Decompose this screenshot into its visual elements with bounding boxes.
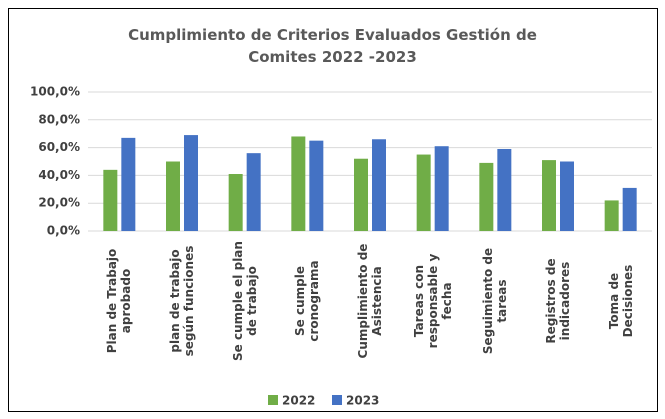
bar bbox=[291, 136, 306, 231]
y-tick-label: 100,0% bbox=[30, 85, 80, 99]
legend-label: 2022 bbox=[282, 394, 315, 408]
x-tick-label: Se cumple el plan de trabajo bbox=[230, 241, 259, 361]
legend-swatch bbox=[268, 395, 278, 405]
bar bbox=[228, 174, 243, 231]
bar bbox=[434, 146, 449, 231]
bar bbox=[354, 158, 368, 231]
x-tick-label: Se cumple cronograma bbox=[293, 260, 322, 342]
legend-label: 2023 bbox=[346, 394, 379, 408]
y-tick-label: 60,0% bbox=[38, 140, 80, 154]
bar bbox=[309, 140, 324, 231]
y-tick-label: 0,0% bbox=[47, 224, 80, 238]
y-tick-label: 80,0% bbox=[38, 112, 80, 126]
bar bbox=[246, 153, 261, 231]
y-tick-label: 40,0% bbox=[38, 168, 80, 182]
bar bbox=[184, 135, 198, 231]
bar bbox=[622, 187, 637, 231]
bar bbox=[103, 169, 118, 231]
x-tick-label: Cumplimiento de Asistencia bbox=[356, 243, 384, 359]
bar bbox=[542, 160, 556, 231]
x-tick-label: Tareas con responsable y fecha bbox=[411, 253, 454, 349]
bar bbox=[416, 154, 431, 231]
bar bbox=[604, 200, 619, 231]
y-tick-label: 20,0% bbox=[38, 196, 80, 210]
x-tick-label: Seguimiento de tareas bbox=[481, 247, 510, 355]
x-tick-label: Registros de indicadores bbox=[544, 258, 572, 344]
x-tick-label: Plan de Trabajo aprobado bbox=[105, 248, 134, 354]
bar bbox=[121, 137, 136, 231]
x-tick-label: Toma de Decisiones bbox=[606, 264, 635, 338]
bar bbox=[479, 162, 494, 231]
bar bbox=[166, 161, 180, 231]
legend-swatch bbox=[332, 395, 342, 405]
x-tick-label: plan de trabajo según funciones bbox=[168, 245, 196, 357]
bar bbox=[497, 148, 512, 231]
bar bbox=[372, 139, 386, 231]
chart-title: Cumplimiento de Criterios Evaluados Gest… bbox=[128, 26, 537, 66]
bar bbox=[560, 161, 574, 231]
